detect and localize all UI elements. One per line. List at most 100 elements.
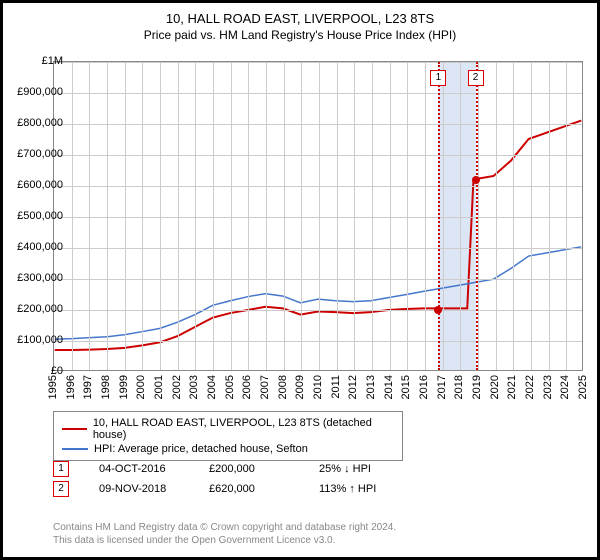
x-axis-label: 2020 — [489, 375, 501, 399]
plot-area: 12 — [53, 61, 583, 371]
x-axis-label: 2019 — [471, 375, 483, 399]
gridline-h — [54, 186, 582, 187]
sale-data-point — [434, 306, 442, 314]
y-axis-label: £300,000 — [17, 272, 63, 284]
x-axis-label: 2017 — [436, 375, 448, 399]
legend-label: HPI: Average price, detached house, Seft… — [94, 443, 308, 455]
sale-marker-1: 1 — [53, 461, 69, 477]
gridline-v — [266, 62, 267, 370]
gridline-v — [478, 62, 479, 370]
sale-delta: 113% ↑ HPI — [319, 483, 399, 495]
gridline-h — [54, 93, 582, 94]
legend-item-hpi: HPI: Average price, detached house, Seft… — [62, 442, 394, 456]
sale-line — [476, 62, 478, 370]
y-axis-label: £900,000 — [17, 86, 63, 98]
x-axis-label: 2022 — [524, 375, 536, 399]
sale-price: £200,000 — [209, 463, 289, 475]
x-axis-label: 2011 — [330, 375, 342, 399]
gridline-v — [89, 62, 90, 370]
gridline-v — [566, 62, 567, 370]
sale-line — [438, 62, 440, 370]
gridline-v — [496, 62, 497, 370]
gridline-v — [160, 62, 161, 370]
footer-line-1: Contains HM Land Registry data © Crown c… — [53, 521, 396, 534]
gridline-v — [337, 62, 338, 370]
sales-table: 1 04-OCT-2016 £200,000 25% ↓ HPI 2 09-NO… — [53, 459, 399, 499]
gridline-v — [142, 62, 143, 370]
sale-row-2: 2 09-NOV-2018 £620,000 113% ↑ HPI — [53, 479, 399, 499]
x-axis-label: 2021 — [506, 375, 518, 399]
x-axis-label: 2025 — [577, 375, 589, 399]
x-axis-label: 2023 — [542, 375, 554, 399]
sale-date: 09-NOV-2018 — [99, 483, 179, 495]
gridline-v — [390, 62, 391, 370]
gridline-v — [213, 62, 214, 370]
x-axis-label: 2002 — [171, 375, 183, 399]
x-axis-label: 2001 — [153, 375, 165, 399]
gridline-v — [549, 62, 550, 370]
sale-date: 04-OCT-2016 — [99, 463, 179, 475]
gridline-v — [319, 62, 320, 370]
x-axis-label: 2008 — [277, 375, 289, 399]
gridline-h — [54, 155, 582, 156]
y-axis-label: £100,000 — [17, 334, 63, 346]
sale-price: £620,000 — [209, 483, 289, 495]
gridline-v — [125, 62, 126, 370]
y-axis-label: £200,000 — [17, 303, 63, 315]
x-axis-label: 2007 — [259, 375, 271, 399]
gridline-h — [54, 279, 582, 280]
gridline-h — [54, 248, 582, 249]
gridline-h — [54, 310, 582, 311]
gridline-v — [107, 62, 108, 370]
series-hpi — [55, 247, 582, 339]
gridline-v — [72, 62, 73, 370]
legend-swatch — [62, 428, 87, 430]
x-axis-label: 1997 — [82, 375, 94, 399]
y-axis-label: £600,000 — [17, 179, 63, 191]
x-axis-label: 1998 — [100, 375, 112, 399]
gridline-v — [407, 62, 408, 370]
gridline-v — [301, 62, 302, 370]
gridline-v — [195, 62, 196, 370]
gridline-v — [425, 62, 426, 370]
sale-data-point — [472, 176, 480, 184]
gridline-v — [443, 62, 444, 370]
footer: Contains HM Land Registry data © Crown c… — [53, 521, 396, 547]
x-axis-label: 2013 — [365, 375, 377, 399]
x-axis-label: 2012 — [347, 375, 359, 399]
sale-marker-box: 1 — [430, 70, 446, 86]
gridline-v — [372, 62, 373, 370]
chart-subtitle: Price paid vs. HM Land Registry's House … — [3, 26, 597, 42]
legend-item-property: 10, HALL ROAD EAST, LIVERPOOL, L23 8TS (… — [62, 416, 394, 442]
gridline-v — [178, 62, 179, 370]
x-axis-label: 2016 — [418, 375, 430, 399]
gridline-h — [54, 217, 582, 218]
x-axis-label: 2010 — [312, 375, 324, 399]
x-axis-label: 2000 — [135, 375, 147, 399]
gridline-v — [284, 62, 285, 370]
y-axis-label: £1M — [42, 55, 63, 67]
legend: 10, HALL ROAD EAST, LIVERPOOL, L23 8TS (… — [53, 411, 403, 461]
x-axis-label: 2006 — [241, 375, 253, 399]
gridline-v — [231, 62, 232, 370]
footer-line-2: This data is licensed under the Open Gov… — [53, 534, 396, 547]
gridline-v — [531, 62, 532, 370]
legend-label: 10, HALL ROAD EAST, LIVERPOOL, L23 8TS (… — [93, 417, 394, 441]
x-axis-label: 2018 — [453, 375, 465, 399]
x-axis-label: 2024 — [559, 375, 571, 399]
gridline-v — [513, 62, 514, 370]
sale-row-1: 1 04-OCT-2016 £200,000 25% ↓ HPI — [53, 459, 399, 479]
x-axis-label: 2015 — [400, 375, 412, 399]
x-axis-label: 1996 — [65, 375, 77, 399]
y-axis-label: £400,000 — [17, 241, 63, 253]
y-axis-label: £700,000 — [17, 148, 63, 160]
x-axis-label: 2009 — [294, 375, 306, 399]
gridline-h — [54, 62, 582, 63]
sale-marker-2: 2 — [53, 481, 69, 497]
gridline-v — [248, 62, 249, 370]
x-axis-label: 2003 — [188, 375, 200, 399]
y-axis-label: £500,000 — [17, 210, 63, 222]
y-axis-label: £800,000 — [17, 117, 63, 129]
legend-swatch — [62, 448, 88, 450]
x-axis-label: 2004 — [206, 375, 218, 399]
